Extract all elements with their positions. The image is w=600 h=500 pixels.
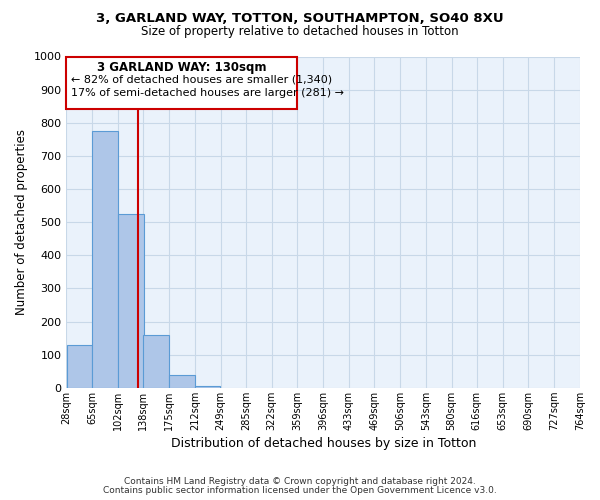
Bar bbox=[143, 335, 169, 388]
Text: 17% of semi-detached houses are larger (281) →: 17% of semi-detached houses are larger (… bbox=[71, 88, 344, 98]
Text: ← 82% of detached houses are smaller (1,340): ← 82% of detached houses are smaller (1,… bbox=[71, 74, 332, 85]
Text: Contains HM Land Registry data © Crown copyright and database right 2024.: Contains HM Land Registry data © Crown c… bbox=[124, 477, 476, 486]
FancyBboxPatch shape bbox=[67, 56, 296, 108]
X-axis label: Distribution of detached houses by size in Totton: Distribution of detached houses by size … bbox=[170, 437, 476, 450]
Bar bbox=[169, 375, 194, 388]
Text: Size of property relative to detached houses in Totton: Size of property relative to detached ho… bbox=[141, 25, 459, 38]
Y-axis label: Number of detached properties: Number of detached properties bbox=[15, 129, 28, 315]
Bar bbox=[118, 214, 143, 388]
Text: 3, GARLAND WAY, TOTTON, SOUTHAMPTON, SO40 8XU: 3, GARLAND WAY, TOTTON, SOUTHAMPTON, SO4… bbox=[96, 12, 504, 26]
Text: 3 GARLAND WAY: 130sqm: 3 GARLAND WAY: 130sqm bbox=[97, 60, 266, 74]
Bar bbox=[67, 344, 92, 388]
Bar bbox=[92, 131, 118, 388]
Bar bbox=[195, 386, 220, 388]
Text: Contains public sector information licensed under the Open Government Licence v3: Contains public sector information licen… bbox=[103, 486, 497, 495]
